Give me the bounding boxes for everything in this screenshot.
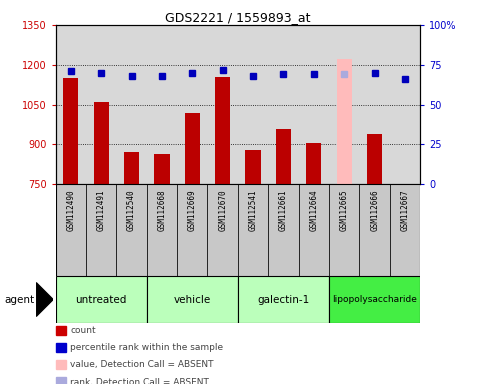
Bar bbox=[276, 129, 291, 184]
Text: agent: agent bbox=[5, 295, 35, 305]
Text: GSM112668: GSM112668 bbox=[157, 189, 167, 230]
Bar bbox=[390, 184, 420, 276]
Bar bbox=[306, 143, 322, 184]
Text: GSM112491: GSM112491 bbox=[97, 189, 106, 230]
Text: GSM112667: GSM112667 bbox=[400, 189, 410, 230]
Text: GSM112669: GSM112669 bbox=[188, 189, 197, 230]
Text: count: count bbox=[70, 326, 96, 335]
Text: GSM112666: GSM112666 bbox=[370, 189, 379, 230]
Text: untreated: untreated bbox=[75, 295, 127, 305]
Text: lipopolysaccharide: lipopolysaccharide bbox=[332, 295, 417, 304]
Bar bbox=[94, 102, 109, 184]
Bar bbox=[329, 276, 420, 323]
Bar bbox=[329, 184, 359, 276]
Bar bbox=[337, 60, 352, 184]
Text: percentile rank within the sample: percentile rank within the sample bbox=[70, 343, 223, 352]
Text: GSM112541: GSM112541 bbox=[249, 189, 257, 230]
Text: GSM112670: GSM112670 bbox=[218, 189, 227, 230]
Bar bbox=[215, 77, 230, 184]
Bar bbox=[154, 154, 170, 184]
Bar bbox=[208, 184, 238, 276]
Text: GSM112540: GSM112540 bbox=[127, 189, 136, 230]
Text: GSM112664: GSM112664 bbox=[309, 189, 318, 230]
Bar bbox=[86, 184, 116, 276]
Polygon shape bbox=[36, 283, 53, 316]
Bar bbox=[185, 113, 200, 184]
Bar bbox=[177, 184, 208, 276]
Text: rank, Detection Call = ABSENT: rank, Detection Call = ABSENT bbox=[70, 377, 209, 384]
Bar bbox=[367, 134, 382, 184]
Text: GSM112661: GSM112661 bbox=[279, 189, 288, 230]
Bar bbox=[268, 184, 298, 276]
Bar bbox=[56, 276, 147, 323]
Bar bbox=[298, 184, 329, 276]
Text: value, Detection Call = ABSENT: value, Detection Call = ABSENT bbox=[70, 360, 213, 369]
Bar bbox=[124, 152, 139, 184]
Bar bbox=[238, 184, 268, 276]
Text: vehicle: vehicle bbox=[174, 295, 211, 305]
Bar bbox=[56, 184, 86, 276]
Title: GDS2221 / 1559893_at: GDS2221 / 1559893_at bbox=[165, 11, 311, 24]
Text: GSM112665: GSM112665 bbox=[340, 189, 349, 230]
Bar bbox=[238, 276, 329, 323]
Bar bbox=[63, 78, 78, 184]
Bar bbox=[359, 184, 390, 276]
Text: galectin-1: galectin-1 bbox=[257, 295, 310, 305]
Bar bbox=[147, 276, 238, 323]
Bar bbox=[245, 150, 261, 184]
Text: GSM112490: GSM112490 bbox=[66, 189, 75, 230]
Bar bbox=[147, 184, 177, 276]
Bar bbox=[116, 184, 147, 276]
